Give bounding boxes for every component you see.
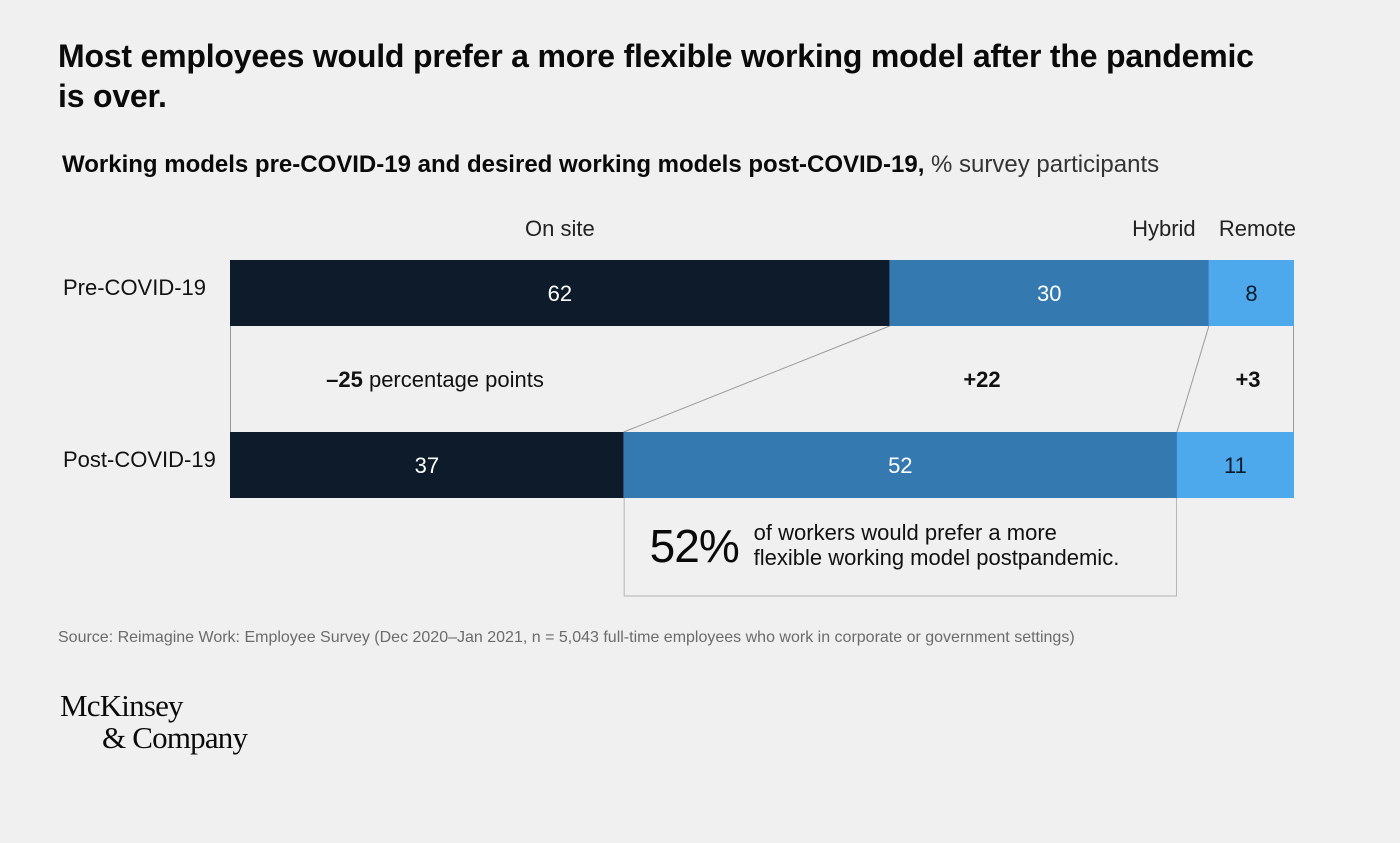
bar-1-1 bbox=[623, 432, 1177, 498]
callout-text-line-0: of workers would prefer a more bbox=[754, 520, 1057, 545]
logo-line-1: McKinsey bbox=[60, 688, 184, 723]
series-label-0: On site bbox=[525, 216, 595, 241]
subtitle-main: Working models pre-COVID-19 and desired … bbox=[62, 151, 925, 178]
change-label-2: +3 bbox=[1235, 367, 1260, 392]
bar-value-0-2: 8 bbox=[1245, 281, 1257, 306]
callout-box bbox=[623, 498, 1177, 597]
category-label-1: Post-COVID-19 bbox=[63, 447, 216, 472]
bar-value-1-2: 11 bbox=[1224, 453, 1247, 478]
bar-0-0 bbox=[230, 260, 890, 326]
callout-text-line-1: flexible working model postpandemic. bbox=[754, 545, 1120, 570]
connector-2 bbox=[1176, 325, 1210, 433]
change-value-2: +3 bbox=[1235, 367, 1260, 392]
category-label-0: Pre-COVID-19 bbox=[63, 275, 206, 300]
chart-title: Most employees would prefer a more flexi… bbox=[58, 38, 1254, 114]
subtitle-unit: % survey participants bbox=[931, 151, 1160, 178]
change-label-1: +22 bbox=[963, 367, 1000, 392]
chart-subtitle: Working models pre-COVID-19 and desired … bbox=[62, 150, 1322, 180]
series-label-2: Remote bbox=[1219, 216, 1296, 241]
series-label-1: Hybrid bbox=[1132, 216, 1196, 241]
change-suffix-0: percentage points bbox=[363, 367, 544, 392]
bar-value-1-0: 37 bbox=[415, 453, 439, 478]
mckinsey-logo: McKinsey & Company bbox=[60, 688, 248, 755]
bar-0-1 bbox=[889, 260, 1209, 326]
change-value-0: –25 bbox=[326, 367, 363, 392]
bar-1-0 bbox=[230, 432, 624, 498]
bar-value-1-1: 52 bbox=[888, 453, 912, 478]
bar-1-2 bbox=[1176, 432, 1294, 498]
change-label-0: –25 percentage points bbox=[326, 367, 544, 392]
connector-1 bbox=[623, 325, 890, 433]
logo-line-2: & Company bbox=[102, 720, 248, 755]
callout-text: of workers would prefer a more flexible w… bbox=[754, 520, 1120, 570]
callout-value: 52% bbox=[650, 520, 739, 572]
bar-value-0-0: 62 bbox=[548, 281, 572, 306]
stacked-bar-chart: On site Hybrid Remote Pre-COVID-19 Post-COVI… bbox=[63, 216, 1296, 597]
bar-value-0-1: 30 bbox=[1037, 281, 1061, 306]
source-note: Source: Reimagine Work: Employee Survey … bbox=[58, 629, 1075, 646]
change-value-1: +22 bbox=[963, 367, 1000, 392]
bar-0-2 bbox=[1208, 260, 1294, 326]
